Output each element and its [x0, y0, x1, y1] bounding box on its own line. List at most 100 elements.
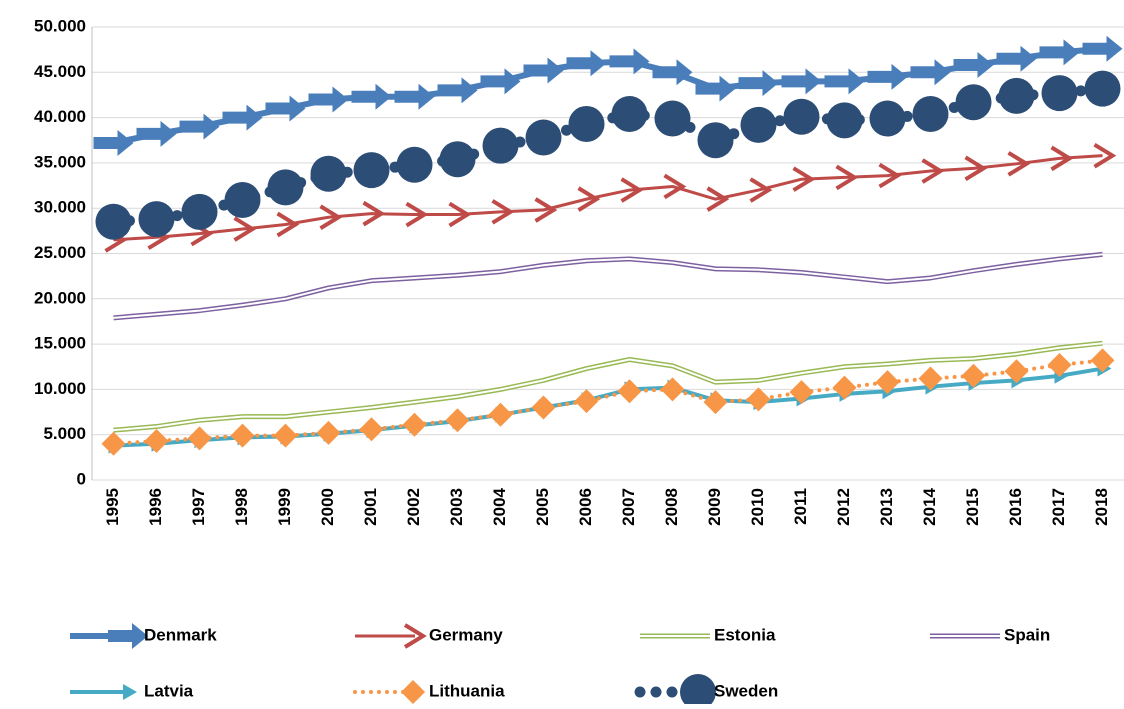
- marker: [824, 68, 865, 95]
- marker: [95, 203, 132, 240]
- marker: [577, 186, 601, 212]
- marker: [403, 623, 427, 649]
- marker: [316, 420, 341, 445]
- marker: [353, 152, 390, 189]
- marker: [875, 370, 900, 395]
- y-tick-label: 35.000: [34, 152, 86, 171]
- marker: [359, 417, 384, 442]
- series-line: [113, 366, 1103, 448]
- marker: [1041, 75, 1078, 112]
- legend-label: Estonia: [714, 625, 776, 644]
- marker: [222, 104, 263, 131]
- series-line-inner: [113, 253, 1103, 319]
- marker: [351, 83, 392, 110]
- marker: [703, 390, 728, 415]
- marker: [746, 387, 771, 412]
- marker: [1047, 352, 1072, 377]
- marker: [273, 423, 298, 448]
- y-tick-label: 50.000: [34, 16, 86, 35]
- marker: [93, 129, 134, 156]
- marker: [680, 674, 716, 709]
- x-tick-label: 1997: [189, 488, 208, 526]
- x-tick-label: 2016: [1006, 488, 1025, 526]
- marker: [706, 186, 730, 212]
- marker: [439, 141, 476, 178]
- marker: [910, 59, 951, 86]
- marker: [918, 366, 943, 391]
- marker: [566, 50, 607, 77]
- marker: [1050, 145, 1074, 172]
- marker: [230, 423, 255, 448]
- marker: [534, 197, 558, 223]
- marker: [652, 59, 693, 86]
- x-tick-label: 1998: [232, 488, 251, 526]
- marker: [267, 169, 304, 206]
- marker: [749, 177, 773, 203]
- marker: [832, 375, 857, 400]
- marker: [123, 684, 137, 700]
- y-tick-label: 45.000: [34, 62, 86, 81]
- marker: [996, 45, 1037, 72]
- marker: [568, 105, 605, 142]
- marker: [953, 52, 994, 79]
- legend-label: Lithuania: [429, 681, 505, 700]
- marker: [789, 380, 814, 405]
- y-tick-label: 15.000: [34, 334, 86, 353]
- marker: [654, 100, 691, 137]
- marker: [108, 623, 148, 649]
- legend-label: Germany: [429, 625, 503, 644]
- x-tick-label: 2008: [662, 488, 681, 526]
- marker: [609, 48, 650, 75]
- marker: [1004, 359, 1029, 384]
- marker: [955, 84, 992, 121]
- marker: [878, 162, 902, 189]
- marker: [620, 177, 644, 203]
- y-tick-label: 20.000: [34, 288, 86, 307]
- marker: [781, 68, 822, 95]
- marker: [964, 155, 988, 182]
- marker: [1039, 39, 1080, 66]
- marker: [179, 113, 220, 140]
- series-line: [108, 83, 1108, 228]
- series-line: [113, 251, 1103, 321]
- marker: [437, 77, 478, 104]
- marker: [574, 389, 599, 414]
- x-tick-label: 2005: [533, 488, 552, 526]
- marker: [961, 363, 986, 388]
- series-line: [111, 358, 1105, 446]
- marker: [1084, 70, 1121, 107]
- x-tick-label: 2006: [576, 488, 595, 526]
- x-tick-label: 2007: [619, 488, 638, 526]
- y-tick-label: 10.000: [34, 379, 86, 398]
- marker: [265, 95, 306, 122]
- x-tick-label: 2010: [748, 488, 767, 526]
- marker: [310, 155, 347, 192]
- marker: [362, 200, 386, 227]
- x-tick-label: 1996: [146, 488, 165, 526]
- marker: [181, 193, 218, 230]
- marker: [697, 122, 734, 159]
- x-tick-label: 2014: [920, 487, 939, 525]
- marker: [1007, 151, 1031, 177]
- marker: [101, 431, 126, 456]
- marker: [488, 402, 513, 427]
- marker: [835, 164, 859, 191]
- marker: [740, 106, 777, 143]
- x-tick-label: 2003: [447, 488, 466, 526]
- marker: [136, 120, 177, 147]
- legend-label: Denmark: [144, 625, 217, 644]
- marker: [611, 95, 648, 132]
- marker: [1090, 348, 1115, 373]
- y-tick-label: 5.000: [43, 424, 86, 443]
- marker: [224, 182, 261, 219]
- x-tick-label: 2015: [963, 488, 982, 526]
- marker: [445, 408, 470, 433]
- marker: [783, 98, 820, 135]
- marker: [138, 201, 175, 238]
- marker: [233, 216, 257, 242]
- marker: [921, 158, 945, 184]
- x-tick-label: 2009: [705, 488, 724, 526]
- marker: [998, 77, 1035, 114]
- marker: [792, 166, 816, 192]
